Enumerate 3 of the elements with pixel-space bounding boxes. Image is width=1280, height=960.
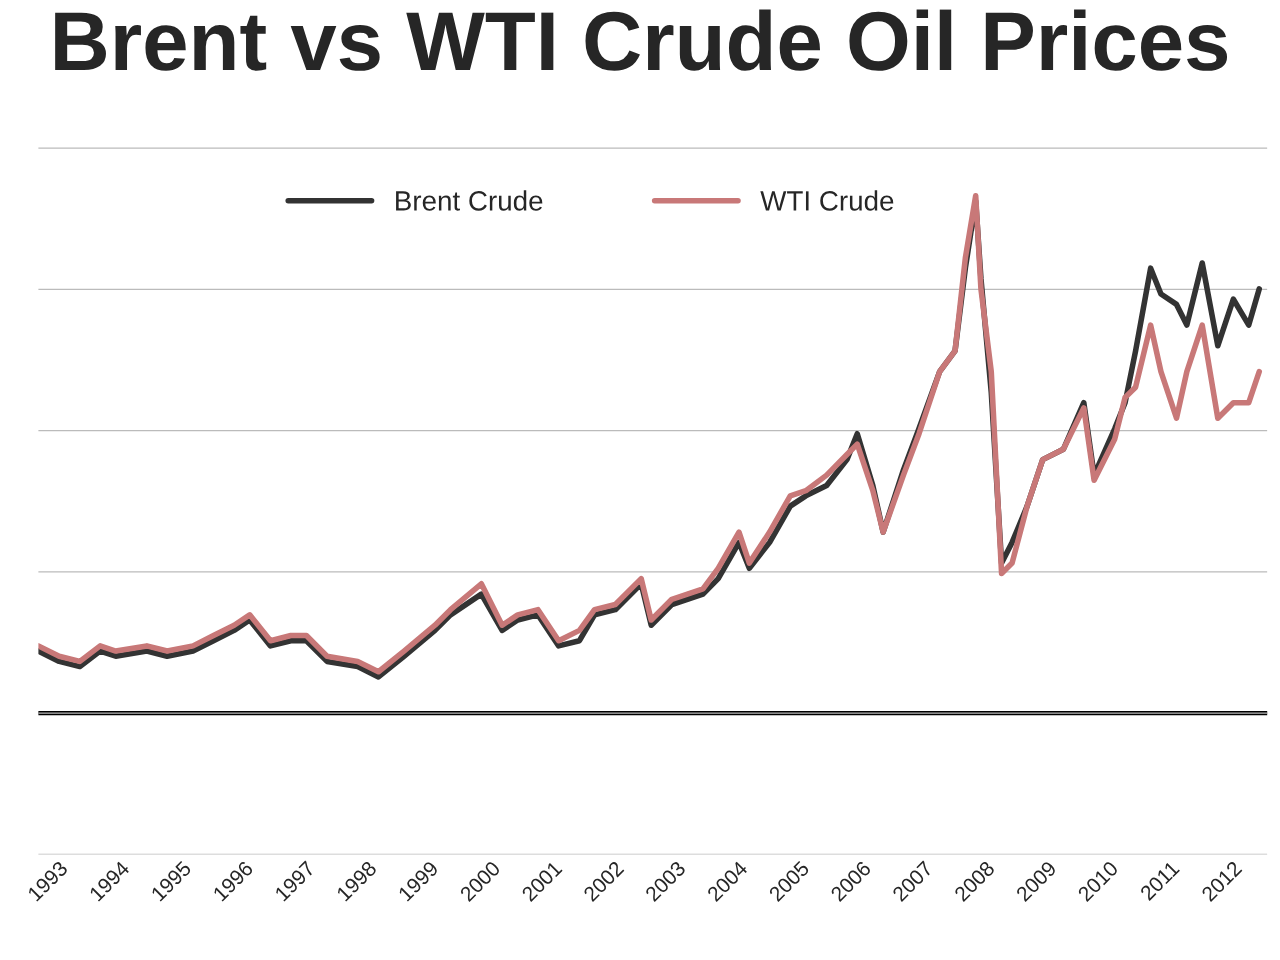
legend-label: WTI Crude [760, 190, 894, 211]
legend-label: Brent Crude [396, 190, 543, 211]
chart-title: Brent vs WTI Crude Oil Prices [55, 9, 1228, 71]
